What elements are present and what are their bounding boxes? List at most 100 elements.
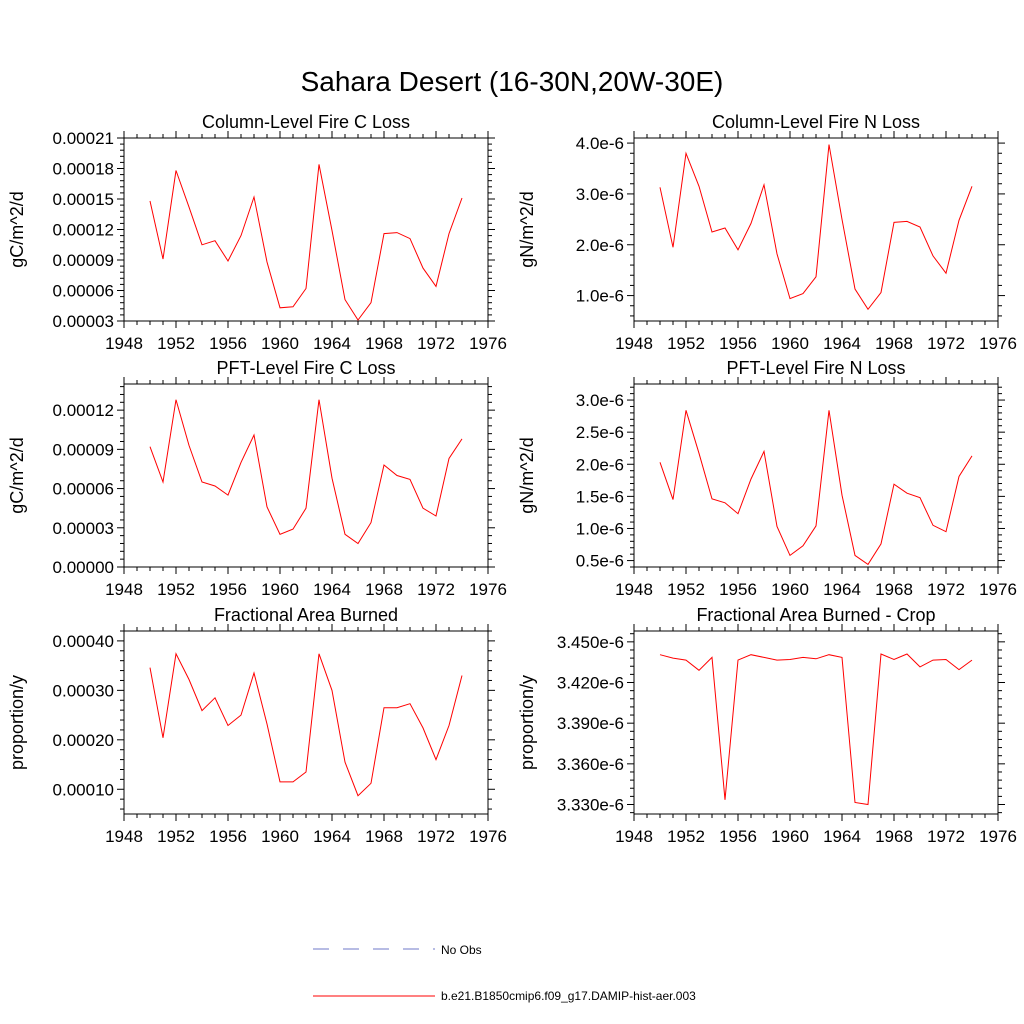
x-tick-label: 1952 (157, 827, 195, 846)
x-tick-label: 1960 (261, 827, 299, 846)
x-tick-label: 1956 (719, 334, 757, 353)
y-tick-label: 3.390e-6 (557, 714, 624, 733)
x-tick-label: 1964 (313, 827, 351, 846)
chart-panel-column-level-fire-n-loss: Column-Level Fire N Loss 1948 1952 1956 1960… (517, 112, 1017, 353)
series-line (149, 164, 463, 321)
y-tick-label: 0.00000 (53, 558, 114, 577)
plot-frame (123, 383, 489, 568)
y-tick-label: 2.5e-6 (576, 423, 624, 442)
y-tick-label: 1.0e-6 (576, 287, 624, 306)
x-tick-label: 1964 (313, 580, 351, 599)
x-tick-label: 1956 (719, 580, 757, 599)
chart-panels: Column-Level Fire C Loss 1948 1952 1956 1960… (7, 112, 1017, 846)
plot-frame (123, 137, 489, 322)
x-tick-label: 1976 (979, 827, 1017, 846)
x-tick-label: 1960 (261, 334, 299, 353)
x-tick-label: 1972 (927, 334, 965, 353)
y-axis-label: proportion/y (7, 675, 27, 770)
y-tick-label: 4.0e-6 (576, 134, 624, 153)
y-tick-label: 0.00009 (53, 440, 114, 459)
y-tick-label: 0.00012 (53, 401, 114, 420)
y-tick-label: 0.00020 (53, 731, 114, 750)
x-tick-label: 1960 (771, 580, 809, 599)
x-tick-label: 1968 (365, 827, 403, 846)
x-tick-label: 1952 (157, 580, 195, 599)
y-tick-label: 3.330e-6 (557, 796, 624, 815)
x-tick-label: 1956 (209, 827, 247, 846)
x-tick-label: 1968 (875, 334, 913, 353)
x-tick-label: 1976 (469, 580, 507, 599)
chart-panel-pft-level-fire-n-loss: PFT-Level Fire N Loss 1948 1952 1956 1960 196… (517, 358, 1017, 599)
x-tick-label: 1972 (417, 334, 455, 353)
y-tick-label: 1.0e-6 (576, 519, 624, 538)
y-tick-label: 0.00040 (53, 632, 114, 651)
y-tick-label: 3.360e-6 (557, 755, 624, 774)
y-tick-label: 0.00015 (53, 190, 114, 209)
x-tick-label: 1948 (615, 827, 653, 846)
series-line (659, 410, 973, 566)
series-line (149, 652, 463, 797)
chart-panel-column-level-fire-c-loss: Column-Level Fire C Loss 1948 1952 1956 1960… (7, 112, 507, 353)
chart-panel-fractional-area-burned-crop: Fractional Area Burned - Crop 1948 1952 195… (517, 605, 1017, 846)
y-tick-label: 0.00006 (53, 282, 114, 301)
panel-title: PFT-Level Fire N Loss (726, 358, 905, 378)
x-tick-label: 1964 (313, 334, 351, 353)
y-tick-label: 0.00012 (53, 221, 114, 240)
x-tick-label: 1948 (615, 580, 653, 599)
x-tick-label: 1968 (365, 334, 403, 353)
panel-title: Column-Level Fire C Loss (202, 112, 410, 132)
x-tick-label: 1948 (105, 827, 143, 846)
chart-panel-pft-level-fire-c-loss: PFT-Level Fire C Loss 1948 1952 1956 1960 196… (7, 358, 507, 599)
y-tick-label: 3.450e-6 (557, 633, 624, 652)
y-axis-label: gC/m^2/d (7, 437, 27, 513)
x-tick-label: 1964 (823, 827, 861, 846)
x-tick-label: 1976 (469, 334, 507, 353)
series-line (659, 653, 973, 806)
x-tick-label: 1968 (875, 580, 913, 599)
legend-label-model: b.e21.B1850cmip6.f09_g17.DAMIP-hist-aer.… (441, 989, 696, 1003)
x-tick-label: 1952 (667, 334, 705, 353)
series-line (659, 144, 973, 311)
y-tick-label: 3.420e-6 (557, 674, 624, 693)
y-tick-label: 2.0e-6 (576, 455, 624, 474)
y-tick-label: 0.00003 (53, 519, 114, 538)
y-axis-label: gC/m^2/d (7, 191, 27, 267)
y-tick-label: 0.00003 (53, 312, 114, 331)
x-tick-label: 1960 (261, 580, 299, 599)
x-tick-label: 1952 (667, 580, 705, 599)
x-tick-label: 1972 (927, 827, 965, 846)
panel-title: Fractional Area Burned (214, 605, 398, 625)
y-tick-label: 0.00010 (53, 780, 114, 799)
legend-item-no-obs: No Obs (313, 943, 482, 957)
legend: No Obs b.e21.B1850cmip6.f09_g17.DAMIP-hi… (313, 943, 696, 1003)
x-tick-label: 1964 (823, 334, 861, 353)
x-tick-label: 1976 (979, 580, 1017, 599)
y-tick-label: 2.0e-6 (576, 236, 624, 255)
x-tick-label: 1968 (875, 827, 913, 846)
x-tick-label: 1948 (105, 334, 143, 353)
x-tick-label: 1952 (157, 334, 195, 353)
x-tick-label: 1960 (771, 827, 809, 846)
y-tick-label: 3.0e-6 (576, 391, 624, 410)
y-tick-label: 0.00009 (53, 251, 114, 270)
x-tick-label: 1972 (927, 580, 965, 599)
x-tick-label: 1976 (979, 334, 1017, 353)
y-tick-label: 0.5e-6 (576, 552, 624, 571)
y-tick-label: 0.00030 (53, 681, 114, 700)
figure-title: Sahara Desert (16-30N,20W-30E) (301, 66, 724, 97)
chart-panel-fractional-area-burned: Fractional Area Burned 1948 1952 1956 1960 19… (7, 605, 507, 846)
legend-label-no-obs: No Obs (441, 943, 482, 957)
y-axis-label: gN/m^2/d (517, 437, 537, 513)
y-tick-label: 3.0e-6 (576, 185, 624, 204)
y-axis-label: gN/m^2/d (517, 191, 537, 267)
x-tick-label: 1956 (209, 334, 247, 353)
plot-frame (633, 383, 999, 568)
x-tick-label: 1976 (469, 827, 507, 846)
panel-title: PFT-Level Fire C Loss (216, 358, 395, 378)
panel-title: Fractional Area Burned - Crop (696, 605, 935, 625)
y-tick-label: 0.00006 (53, 480, 114, 499)
x-tick-label: 1948 (615, 334, 653, 353)
x-tick-label: 1948 (105, 580, 143, 599)
y-tick-label: 1.5e-6 (576, 487, 624, 506)
